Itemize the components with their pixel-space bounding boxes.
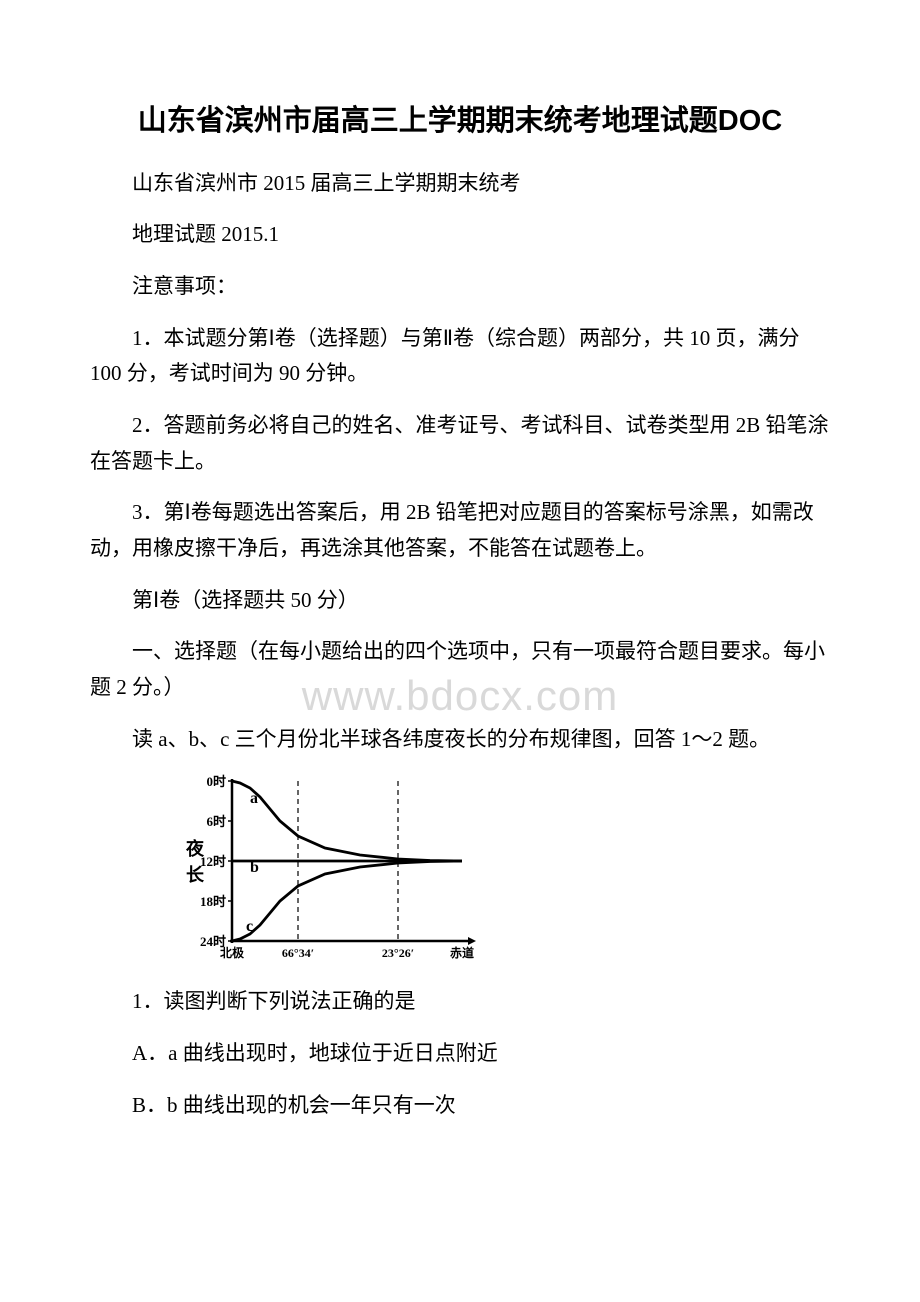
svg-text:c: c — [246, 918, 253, 935]
svg-text:0时: 0时 — [206, 774, 226, 789]
paragraph: 1．本试题分第Ⅰ卷（选择题）与第Ⅱ卷（综合题）两部分，共 10 页，满分 100… — [90, 321, 830, 392]
svg-text:北极: 北极 — [220, 945, 245, 960]
svg-text:夜: 夜 — [185, 838, 205, 859]
paragraph: A．a 曲线出现时，地球位于近日点附近 — [90, 1036, 830, 1072]
paragraph: B．b 曲线出现的机会一年只有一次 — [90, 1088, 830, 1124]
svg-text:6时: 6时 — [206, 814, 226, 829]
svg-text:a: a — [250, 790, 258, 807]
paragraph: 读 a、b、c 三个月份北半球各纬度夜长的分布规律图，回答 1～2 题。 — [90, 722, 830, 758]
svg-text:长: 长 — [186, 865, 205, 885]
paragraph: 一、选择题（在每小题给出的四个选项中，只有一项最符合题目要求。每小题 2 分。） — [90, 634, 830, 705]
svg-text:66°34′: 66°34′ — [282, 946, 314, 960]
night-length-chart: 0时6时12时18时24时北极66°34′23°26′赤道夜长abc — [180, 773, 490, 968]
paragraph: 1．读图判断下列说法正确的是 — [90, 984, 830, 1020]
svg-text:赤道: 赤道 — [450, 945, 474, 960]
document-title: 山东省滨州市届高三上学期期末统考地理试题DOC — [90, 100, 830, 144]
paragraph: 2．答题前务必将自己的姓名、准考证号、考试科目、试卷类型用 2B 铅笔涂在答题卡… — [90, 408, 830, 479]
paragraph: 注意事项： — [90, 269, 830, 305]
chart-svg: 0时6时12时18时24时北极66°34′23°26′赤道夜长abc — [180, 773, 490, 968]
paragraph: 山东省滨州市 2015 届高三上学期期末统考 — [90, 166, 830, 202]
svg-text:23°26′: 23°26′ — [382, 946, 414, 960]
svg-text:b: b — [250, 859, 259, 876]
paragraph: 第Ⅰ卷（选择题共 50 分） — [90, 583, 830, 619]
document-content: 山东省滨州市届高三上学期期末统考地理试题DOC 山东省滨州市 2015 届高三上… — [90, 100, 830, 1124]
paragraph: 地理试题 2015.1 — [90, 217, 830, 253]
svg-text:18时: 18时 — [200, 894, 226, 909]
paragraph: 3．第Ⅰ卷每题选出答案后，用 2B 铅笔把对应题目的答案标号涂黑，如需改动，用橡… — [90, 495, 830, 566]
